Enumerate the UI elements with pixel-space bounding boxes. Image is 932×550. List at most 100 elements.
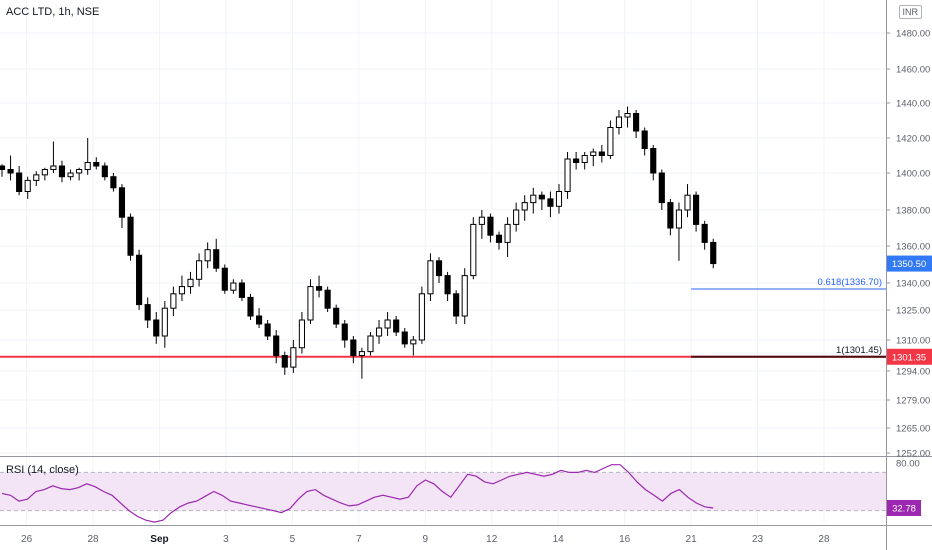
candle-body — [110, 176, 117, 189]
candle-body — [350, 339, 357, 356]
candle-body — [333, 307, 340, 325]
candle-body — [555, 191, 563, 207]
rsi-title: RSI (14, close) — [6, 464, 79, 476]
candle-body — [33, 174, 40, 181]
time-tick-label: 3 — [223, 534, 229, 545]
candle-body — [624, 113, 631, 118]
candle-body — [633, 113, 640, 132]
candle-body — [504, 223, 511, 243]
candle-body — [84, 162, 91, 170]
candle-body — [358, 351, 365, 356]
candle-body — [118, 187, 126, 218]
candle-body — [684, 194, 691, 211]
time-tick-label: 26 — [21, 534, 33, 545]
candle-body — [93, 162, 100, 167]
rsi-tick-label: 80.00 — [896, 458, 920, 469]
candle-body — [487, 216, 494, 236]
candle-body — [170, 293, 177, 309]
candle-body — [581, 155, 588, 163]
candle-body — [136, 254, 143, 306]
price-tick-label: 1480.00 — [896, 29, 930, 40]
candle-body — [307, 286, 314, 321]
price-tick-label: 1360.00 — [896, 242, 930, 253]
candle-body — [641, 130, 648, 149]
candle-body — [513, 209, 520, 225]
price-tick-label: 1294.00 — [896, 367, 930, 378]
candle-body — [273, 335, 280, 356]
candle-body — [41, 169, 48, 176]
price-tick-label: 1440.00 — [896, 99, 930, 110]
candle-body — [290, 347, 297, 368]
price-tick-label: 1325.00 — [896, 306, 930, 317]
candle-body — [247, 296, 254, 317]
price-tick-label: 1420.00 — [896, 134, 930, 145]
time-tick-label: 14 — [553, 534, 565, 545]
time-tick-label: 7 — [356, 534, 362, 545]
support-price-label: 1301.35 — [892, 352, 926, 363]
candle-body — [453, 293, 460, 317]
candle-body — [367, 335, 374, 353]
rsi-last-tag — [887, 499, 921, 516]
candle-body — [573, 158, 580, 163]
candle-body — [590, 151, 597, 156]
currency-label[interactable]: INR — [898, 5, 922, 19]
price-tick-label: 1265.00 — [896, 424, 930, 435]
candle-body — [238, 282, 246, 298]
candle-body — [427, 260, 434, 295]
time-tick-label: 28 — [818, 534, 830, 545]
candle-body — [478, 216, 485, 225]
candle-body — [675, 209, 683, 229]
candle-body — [76, 169, 83, 174]
fib-label-0618: 0.618(1336.70) — [818, 277, 882, 288]
price-tick-label: 1310.00 — [896, 336, 930, 347]
candle-body — [607, 127, 614, 156]
candle-body — [230, 282, 237, 291]
candle-body — [401, 331, 408, 345]
time-tick-label: 12 — [486, 534, 498, 545]
candle-body — [324, 289, 331, 309]
candle-body — [384, 319, 391, 329]
candle-body — [547, 198, 554, 207]
price-tick-label: 1400.00 — [896, 169, 930, 180]
candle-body — [564, 158, 571, 192]
time-tick-label: 9 — [422, 534, 428, 545]
last-price-label: 1350.50 — [892, 259, 926, 270]
chart-title: ACC LTD, 1h, NSE — [6, 6, 100, 18]
time-tick-label: 28 — [87, 534, 99, 545]
candle-body — [153, 319, 160, 337]
price-tick-label: 1279.00 — [896, 396, 930, 407]
candle-body — [341, 323, 348, 341]
candle-body — [495, 234, 503, 243]
candle-body — [410, 339, 417, 345]
price-tick-label: 1380.00 — [896, 206, 930, 217]
candle-body — [196, 260, 203, 280]
candle-body — [144, 304, 151, 321]
candle-body — [667, 202, 674, 229]
candle-body — [393, 319, 400, 333]
price-tick-label: 1340.00 — [896, 279, 930, 290]
candle-body — [461, 275, 468, 317]
price-tick-label: 1460.00 — [896, 65, 930, 76]
candle-body — [187, 278, 194, 288]
candle-body — [693, 194, 700, 225]
candle-body — [281, 355, 288, 368]
candle-body — [418, 293, 425, 341]
time-tick-label: 16 — [619, 534, 631, 545]
candle-body — [127, 216, 134, 256]
time-tick-label: 5 — [290, 534, 296, 545]
time-tick-label: 23 — [752, 534, 764, 545]
time-tick-label: Sep — [150, 534, 168, 545]
candle-body — [615, 116, 623, 128]
candle-body — [538, 194, 545, 200]
candle-body — [598, 151, 605, 156]
candle-body — [50, 165, 57, 170]
candle-body — [0, 165, 6, 170]
candle-body — [315, 286, 323, 291]
candle-body — [67, 172, 74, 178]
price-tick-label: 1252.00 — [896, 449, 930, 460]
candle-body — [178, 286, 186, 295]
fib-label-1: 1(1301.45) — [836, 345, 882, 356]
candle-body — [213, 249, 220, 269]
candle-body — [16, 172, 23, 192]
